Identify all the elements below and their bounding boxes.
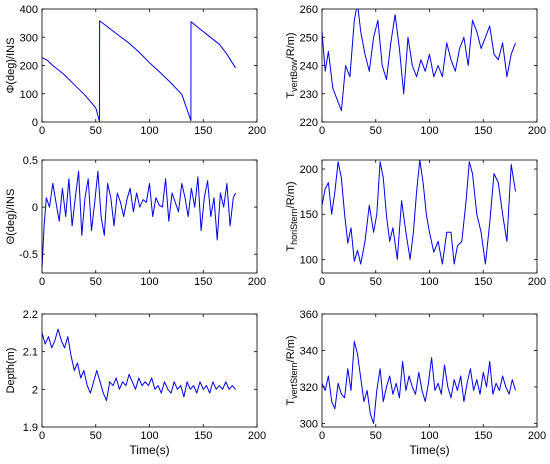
x-tick-label: 150	[474, 125, 492, 137]
y-axis-label: ThoriStern/R/m)	[285, 181, 299, 251]
y-tick-label: 320	[300, 382, 318, 394]
x-tick-label: 50	[370, 125, 382, 137]
y-tick-label: 340	[300, 345, 318, 357]
subplot-6: 0 50 100 150 200 300 320 340 360 TvertStern/R/m) T…	[285, 309, 546, 457]
y-tick-label: 360	[300, 309, 318, 321]
axes-frame	[41, 159, 258, 274]
y-tick-label: 250	[300, 32, 318, 44]
x-tick-label: 200	[248, 430, 266, 442]
y-axis-label: TvertStern/R/m)	[285, 335, 299, 405]
x-tick-label: 150	[474, 430, 492, 442]
x-tick-label: 200	[528, 430, 546, 442]
y-tick-label: 0	[32, 117, 38, 129]
x-tick-label: 50	[90, 125, 102, 137]
y-tick-label: 2.2	[23, 309, 38, 321]
series-line-1	[322, 9, 516, 112]
x-tick-label: 100	[420, 430, 438, 442]
x-tick-label: 50	[90, 276, 102, 288]
y-tick-label: 260	[300, 4, 318, 16]
y-tick-label: 0.5	[23, 155, 38, 167]
series-line-1	[322, 160, 516, 265]
subplot-3: 0 50 100 150 200 -0.5 0 0.5 Θ(deg)/INS	[5, 155, 266, 288]
y-axis-label: Depth(m)	[5, 348, 17, 394]
y-tick-label: 230	[300, 89, 318, 101]
x-tick-label: 200	[528, 276, 546, 288]
y-tick-label: 400	[20, 4, 38, 16]
x-tick-label: 200	[248, 276, 266, 288]
x-tick-label: 0	[39, 276, 45, 288]
x-tick-label: 100	[420, 125, 438, 137]
subplot-5: 0 50 100 150 200 1.9 2 2.1 2.2 Depth(m) Time(s)	[5, 309, 266, 457]
y-tick-label: 300	[20, 32, 38, 44]
y-axis-label: TvertBow/R/m)	[285, 32, 299, 98]
y-axis-label: Θ(deg)/INS	[5, 189, 17, 245]
y-tick-label: 0	[32, 202, 38, 214]
y-axis-label: Φ(deg)/INS	[5, 38, 17, 94]
x-tick-label: 150	[194, 430, 212, 442]
x-axis-label: Time(s)	[409, 443, 449, 457]
y-tick-label: 100	[300, 254, 318, 266]
x-tick-label: 100	[420, 276, 438, 288]
x-tick-label: 0	[319, 430, 325, 442]
y-tick-label: 220	[300, 117, 318, 129]
x-tick-label: 50	[370, 276, 382, 288]
x-tick-label: 0	[319, 125, 325, 137]
y-tick-label: 240	[300, 61, 318, 73]
subplot-1: 0 50 100 150 200 0 100 200 300 400 Φ(deg)/INS	[5, 4, 266, 137]
x-tick-label: 150	[194, 276, 212, 288]
x-tick-label: 150	[474, 276, 492, 288]
x-tick-label: 50	[90, 430, 102, 442]
y-tick-label: 100	[20, 89, 38, 101]
x-tick-label: 150	[194, 125, 212, 137]
y-tick-label: 300	[300, 418, 318, 430]
series-line-1	[42, 328, 236, 402]
x-tick-label: 100	[140, 276, 158, 288]
series-line-1	[42, 170, 236, 269]
x-tick-label: 0	[39, 430, 45, 442]
series-line-1	[322, 340, 516, 424]
x-tick-label: 100	[140, 125, 158, 137]
y-tick-label: 200	[300, 164, 318, 176]
x-tick-label: 200	[248, 125, 266, 137]
y-tick-label: 2	[32, 384, 38, 396]
y-tick-label: 150	[300, 209, 318, 221]
x-tick-label: 0	[39, 125, 45, 137]
y-tick-label: 200	[20, 61, 38, 73]
axes-frame	[41, 8, 258, 123]
y-tick-label: -0.5	[19, 249, 38, 261]
x-tick-label: 0	[319, 276, 325, 288]
x-tick-label: 50	[370, 430, 382, 442]
series-line-1	[42, 20, 236, 122]
subplot-2: 0 50 100 150 200 220 230 240 250 260 TvertBow/R/m)	[285, 4, 546, 137]
y-tick-label: 1.9	[23, 422, 38, 434]
x-axis-label: Time(s)	[129, 443, 169, 457]
x-tick-label: 100	[140, 430, 158, 442]
y-tick-label: 2.1	[23, 347, 38, 359]
x-tick-label: 200	[528, 125, 546, 137]
